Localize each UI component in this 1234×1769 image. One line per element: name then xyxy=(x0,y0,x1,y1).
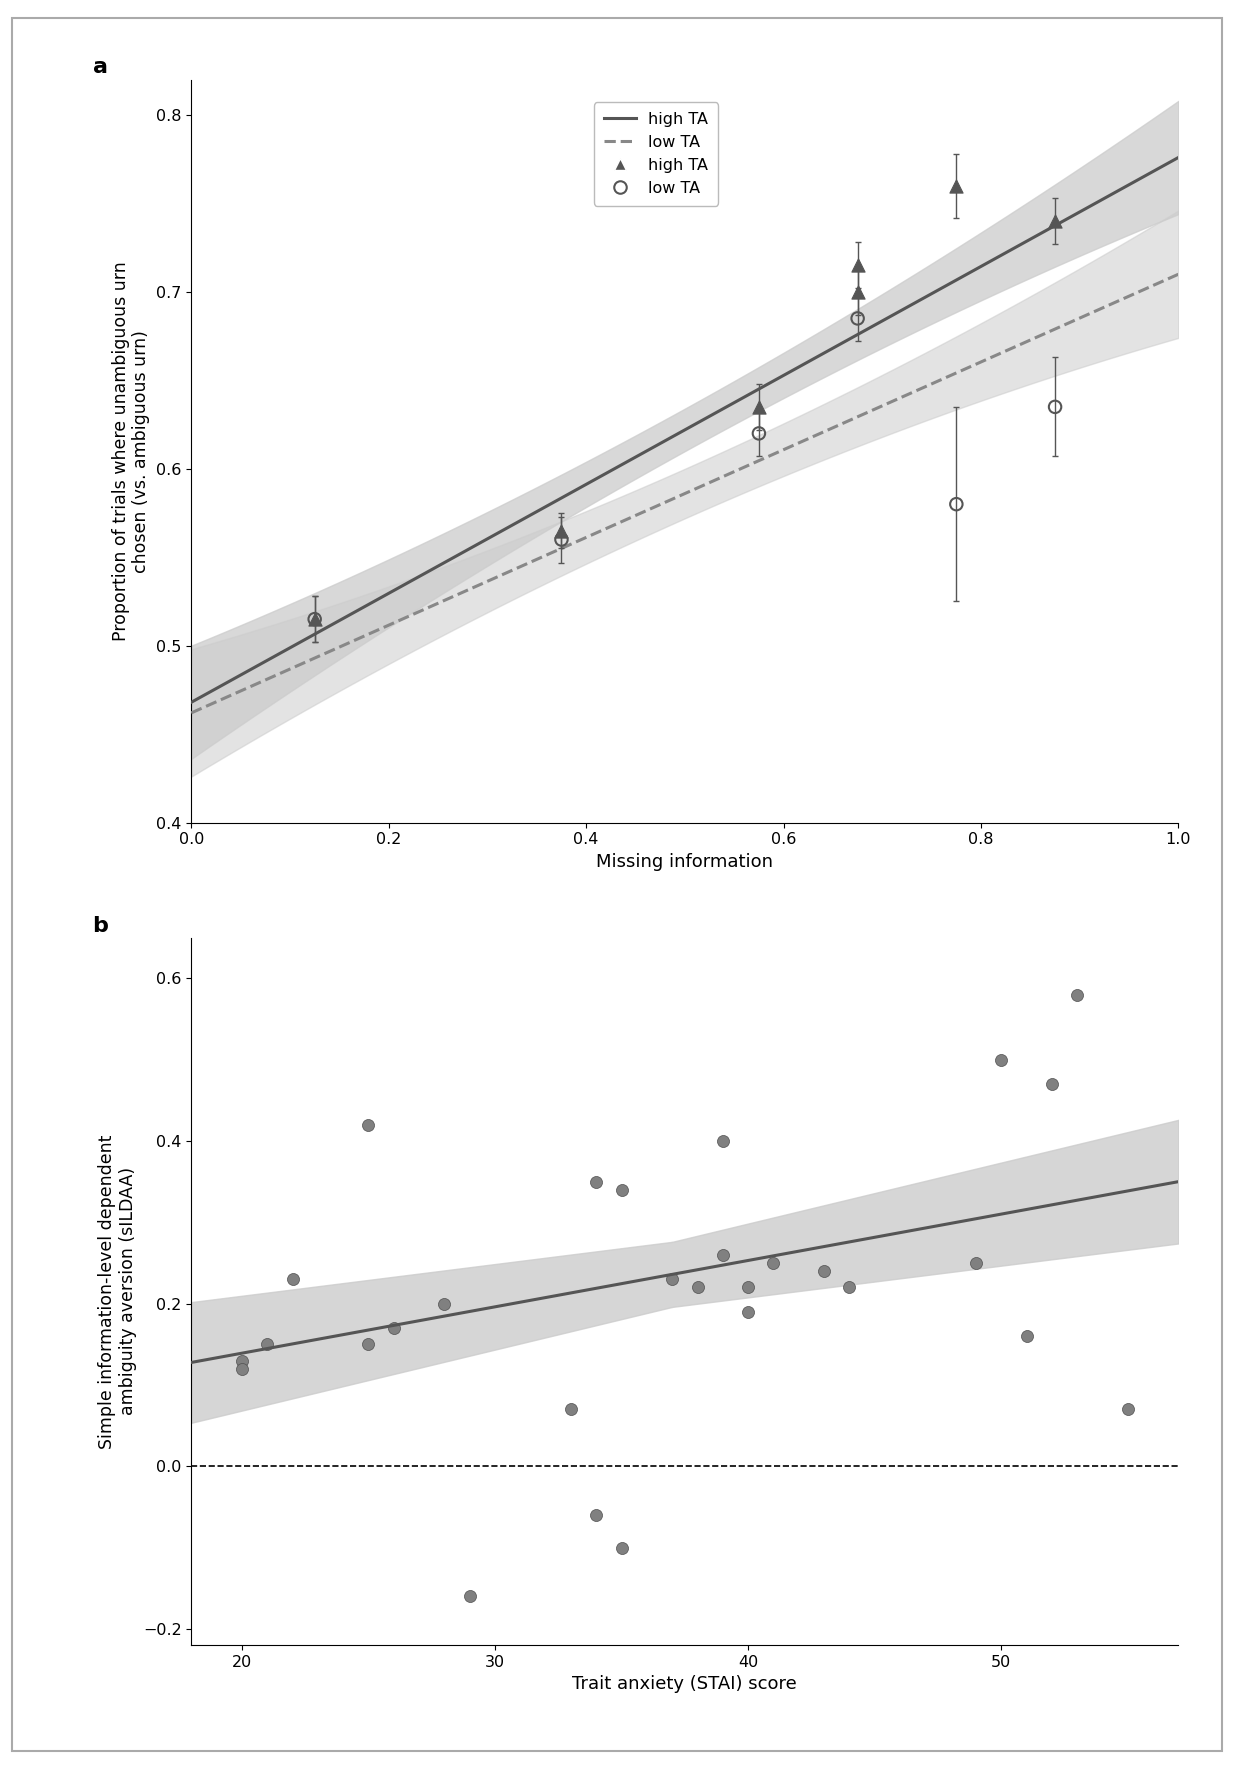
Point xyxy=(586,1500,606,1528)
Point xyxy=(946,490,966,518)
Point xyxy=(1045,207,1065,235)
Point xyxy=(713,1240,733,1268)
Point xyxy=(966,1249,986,1277)
Point xyxy=(764,1249,784,1277)
Point xyxy=(612,1534,632,1562)
Point xyxy=(552,525,571,554)
Point xyxy=(586,1168,606,1196)
Point xyxy=(258,1330,278,1359)
Y-axis label: Proportion of trials where unambiguous urn
chosen (vs. ambiguous urn): Proportion of trials where unambiguous u… xyxy=(112,262,151,640)
Point xyxy=(561,1396,581,1424)
Point xyxy=(991,1045,1011,1074)
Point xyxy=(663,1265,682,1293)
Point xyxy=(814,1258,834,1286)
Legend: high TA, low TA, high TA, low TA: high TA, low TA, high TA, low TA xyxy=(594,103,718,205)
Point xyxy=(305,605,325,633)
Point xyxy=(612,1176,632,1205)
Point xyxy=(460,1581,480,1610)
Point xyxy=(848,278,868,306)
Point xyxy=(687,1274,707,1302)
Point xyxy=(749,393,769,421)
Point xyxy=(434,1290,454,1318)
Point xyxy=(839,1274,859,1302)
Point xyxy=(1118,1396,1138,1424)
Point xyxy=(1017,1321,1037,1350)
Point xyxy=(359,1111,379,1139)
Point xyxy=(359,1330,379,1359)
Point xyxy=(232,1355,252,1383)
Point xyxy=(713,1127,733,1155)
Point xyxy=(232,1346,252,1375)
Point xyxy=(738,1274,758,1302)
Point xyxy=(305,605,325,633)
Text: a: a xyxy=(93,57,107,78)
Point xyxy=(738,1297,758,1325)
Point xyxy=(283,1265,302,1293)
Y-axis label: Simple information-level dependent
ambiguity aversion (sILDAA): Simple information-level dependent ambig… xyxy=(99,1134,137,1449)
Point xyxy=(552,517,571,545)
Point xyxy=(848,304,868,333)
X-axis label: Missing information: Missing information xyxy=(596,853,774,870)
Point xyxy=(384,1314,404,1343)
Point xyxy=(749,419,769,448)
Text: b: b xyxy=(93,916,109,936)
Point xyxy=(1045,393,1065,421)
Point xyxy=(1067,980,1087,1008)
Point xyxy=(946,172,966,200)
Point xyxy=(1041,1070,1061,1099)
X-axis label: Trait anxiety (STAI) score: Trait anxiety (STAI) score xyxy=(573,1675,797,1693)
Point xyxy=(848,251,868,280)
